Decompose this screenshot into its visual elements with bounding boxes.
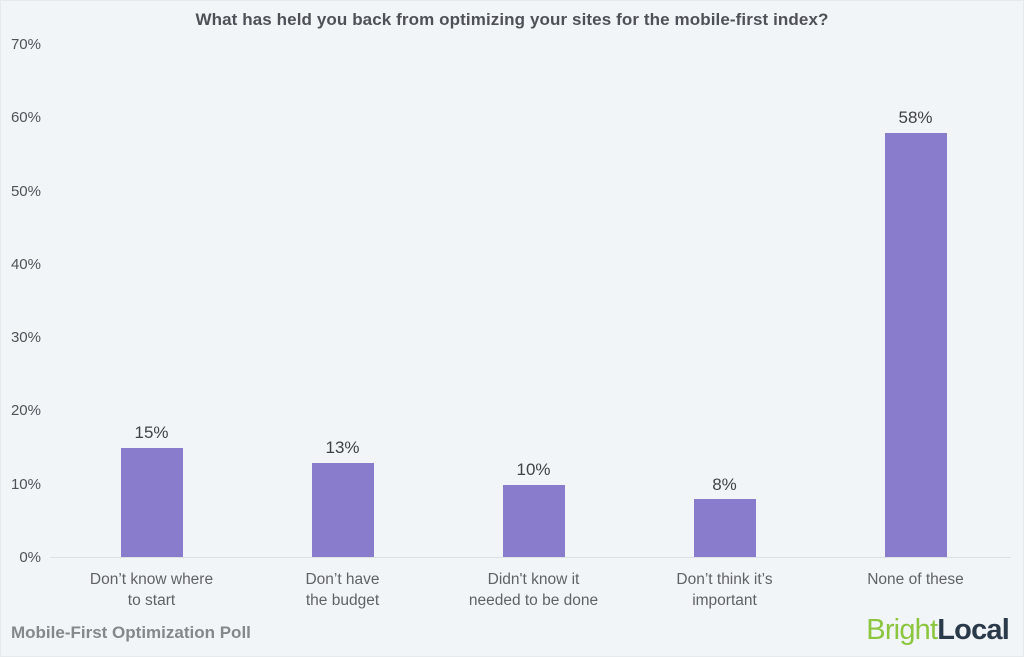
bar-value-label: 58%: [898, 108, 933, 128]
category-label-line: important: [692, 591, 757, 609]
bar: [884, 132, 947, 558]
y-tick-label: 40%: [10, 255, 41, 273]
logo-text-bright: Bright: [866, 614, 938, 647]
category-label-line: Don’t know where: [89, 571, 214, 588]
category-label-line: Don’t think it’s: [676, 571, 773, 588]
y-tick-label: 50%: [10, 182, 41, 200]
category-label: Don’t think it’s important: [629, 570, 820, 612]
category-label: Don’t know where to start: [56, 570, 247, 612]
bar-value-label: 10%: [516, 460, 551, 480]
y-tick-label: 0%: [19, 549, 41, 566]
bar-value-label: 13%: [325, 438, 360, 458]
bar-column: 10%: [438, 45, 629, 558]
category-label-line: needed to be done: [468, 591, 599, 609]
logo-text-local: Local: [937, 614, 1010, 647]
category-label-line: to start: [127, 591, 176, 609]
bar: [311, 462, 374, 558]
category-label-line: None of these: [867, 571, 964, 588]
source-label: Mobile-First Optimization Poll: [11, 623, 251, 642]
category-label: Didn't know it needed to be done: [438, 570, 629, 612]
chart-title: What has held you back from optimizing y…: [195, 10, 829, 29]
bar-column: 8%: [629, 45, 820, 558]
x-axis-baseline: [50, 557, 1011, 558]
bar-value-label: 8%: [712, 474, 737, 494]
bar-column: 15%: [56, 45, 247, 558]
category-label: Don’t have the budget: [247, 570, 438, 612]
bar: [120, 448, 183, 558]
y-tick-label: 20%: [10, 402, 41, 420]
brightlocal-logo: BrightLocal: [866, 614, 1010, 647]
category-label-line: Don’t have: [305, 571, 380, 588]
category-label-line: the budget: [305, 591, 380, 609]
category-labels-row: Don’t know where to start Don’t have the bu…: [56, 570, 1011, 612]
y-tick-label: 30%: [10, 329, 41, 347]
y-tick-label: 60%: [10, 109, 41, 127]
bar: [693, 499, 756, 558]
bar: [502, 484, 565, 558]
bar-value-label: 15%: [134, 423, 169, 443]
y-tick-label: 70%: [10, 36, 41, 53]
category-label: None of these: [820, 570, 1011, 612]
y-tick-label: 10%: [10, 475, 41, 493]
bar-column: 13%: [247, 45, 438, 558]
plot-area: 15% 13% 10% 8% 58%: [50, 45, 1011, 558]
bars-row: 15% 13% 10% 8% 58%: [56, 45, 1011, 558]
bar-column: 58%: [820, 45, 1011, 558]
category-label-line: Didn't know it: [487, 571, 580, 588]
